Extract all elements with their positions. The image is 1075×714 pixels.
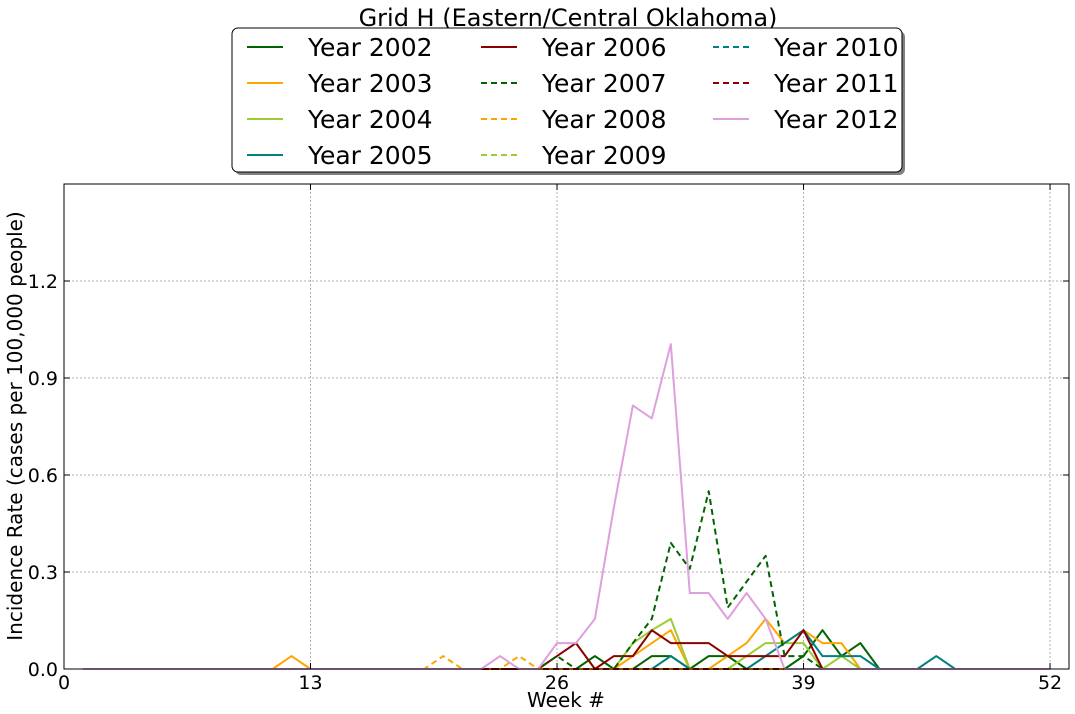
x-tick-label: 13 (298, 672, 322, 694)
grid-lines (63, 184, 1069, 670)
legend-label: Year 2004 (307, 105, 433, 134)
legend-label: Year 2009 (541, 141, 667, 170)
series-line-year-2006 (83, 629, 1050, 670)
x-tick-label: 0 (58, 672, 70, 694)
legend-label: Year 2005 (307, 141, 433, 170)
legend-label: Year 2012 (773, 105, 899, 134)
y-tick-label: 0.6 (28, 465, 58, 487)
legend-label: Year 2008 (541, 105, 667, 134)
chart-title: Grid H (Eastern/Central Oklahoma) (359, 4, 778, 32)
legend-label: Year 2011 (773, 69, 899, 98)
y-tick-label: 0.3 (28, 562, 58, 584)
y-tick-label: 0.0 (28, 659, 58, 681)
axis-ticks: 0 13 26 39 52 0.0 0.3 0.6 0.9 1.2 (28, 184, 1069, 694)
y-axis-label: Incidence Rate (cases per 100,000 people… (3, 211, 27, 640)
x-axis-label: Week # (527, 688, 605, 712)
y-tick-label: 0.9 (28, 368, 58, 390)
legend: Year 2002 Year 2003 Year 2004 Year 2005 Year… (231, 27, 905, 175)
series-lines (83, 343, 1050, 670)
series-line-year-2012 (83, 343, 1050, 670)
legend-label: Year 2006 (541, 33, 667, 62)
series-line-year-2008 (83, 655, 1050, 670)
legend-label: Year 2003 (307, 69, 433, 98)
plot-area (63, 183, 1070, 670)
legend-label: Year 2002 (307, 33, 433, 62)
x-tick-label: 39 (791, 672, 815, 694)
legend-box (231, 27, 903, 173)
x-tick-label: 26 (545, 672, 569, 694)
legend-label: Year 2007 (541, 69, 667, 98)
x-tick-label: 52 (1038, 672, 1062, 694)
legend-label: Year 2010 (773, 33, 899, 62)
y-tick-label: 1.2 (28, 271, 58, 293)
